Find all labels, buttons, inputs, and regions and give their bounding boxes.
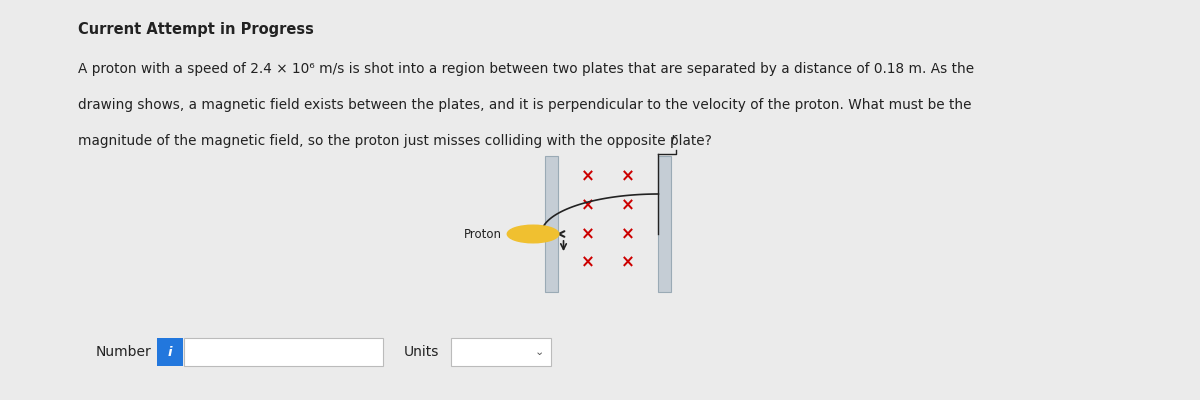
Text: A proton with a speed of 2.4 × 10⁶ m/s is shot into a region between two plates : A proton with a speed of 2.4 × 10⁶ m/s i… bbox=[78, 62, 974, 76]
Bar bbox=[157, 338, 182, 366]
Text: Number: Number bbox=[96, 345, 152, 359]
Text: drawing shows, a magnetic field exists between the plates, and it is perpendicul: drawing shows, a magnetic field exists b… bbox=[78, 98, 972, 112]
Text: magnitude of the magnetic field, so the proton just misses colliding with the op: magnitude of the magnetic field, so the … bbox=[78, 134, 713, 148]
Text: Current Attempt in Progress: Current Attempt in Progress bbox=[78, 22, 314, 37]
Text: ×: × bbox=[622, 225, 635, 243]
Circle shape bbox=[508, 225, 559, 243]
Text: ×: × bbox=[581, 196, 595, 214]
Text: i: i bbox=[168, 346, 172, 358]
Text: Proton: Proton bbox=[463, 228, 502, 240]
Bar bbox=[184, 338, 383, 366]
Text: ×: × bbox=[622, 254, 635, 272]
Text: ×: × bbox=[622, 196, 635, 214]
Text: ⌄: ⌄ bbox=[534, 347, 544, 357]
Bar bbox=[451, 338, 551, 366]
Text: ×: × bbox=[581, 225, 595, 243]
Bar bbox=[659, 156, 671, 292]
Text: ×: × bbox=[581, 167, 595, 185]
Text: ×: × bbox=[581, 254, 595, 272]
Text: r: r bbox=[670, 132, 676, 146]
Text: Units: Units bbox=[404, 345, 439, 359]
Bar bbox=[545, 156, 558, 292]
Text: ×: × bbox=[622, 167, 635, 185]
